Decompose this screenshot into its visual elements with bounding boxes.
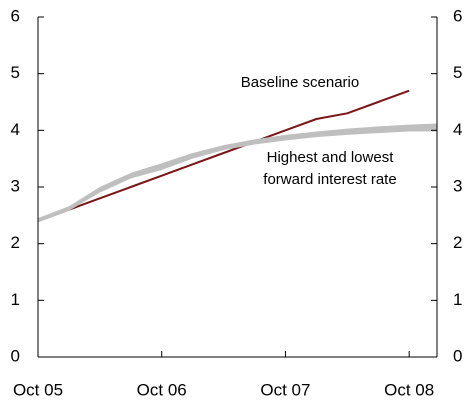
- x-tick-label: Oct 08: [384, 380, 434, 399]
- band: [38, 123, 437, 223]
- y2-tick-label: 0: [453, 346, 462, 365]
- y2-tick-label: 3: [453, 176, 462, 195]
- y-tick-label: 4: [11, 120, 20, 139]
- y2-tick-label: 1: [453, 290, 462, 309]
- y-tick-label: 2: [11, 233, 20, 252]
- y2-tick-label: 4: [453, 120, 462, 139]
- y-tick-label: 1: [11, 290, 20, 309]
- line: [37, 89, 410, 222]
- x-tick-label: Oct 06: [137, 380, 187, 399]
- y2-tick-label: 5: [453, 63, 462, 82]
- y-tick-label: 3: [11, 176, 20, 195]
- baseline-label: Baseline scenario: [240, 74, 360, 91]
- y2-tick-label: 2: [453, 233, 462, 252]
- y-tick-label: 5: [11, 63, 20, 82]
- x-tick-label: Oct 07: [260, 380, 310, 399]
- x-tick-label: Oct 05: [13, 380, 63, 399]
- y-tick-label: 6: [11, 6, 20, 25]
- band-label: Highest and lowest forward interest rate: [263, 149, 397, 188]
- y2-tick-label: 6: [453, 6, 462, 25]
- y-tick-label: 0: [11, 346, 20, 365]
